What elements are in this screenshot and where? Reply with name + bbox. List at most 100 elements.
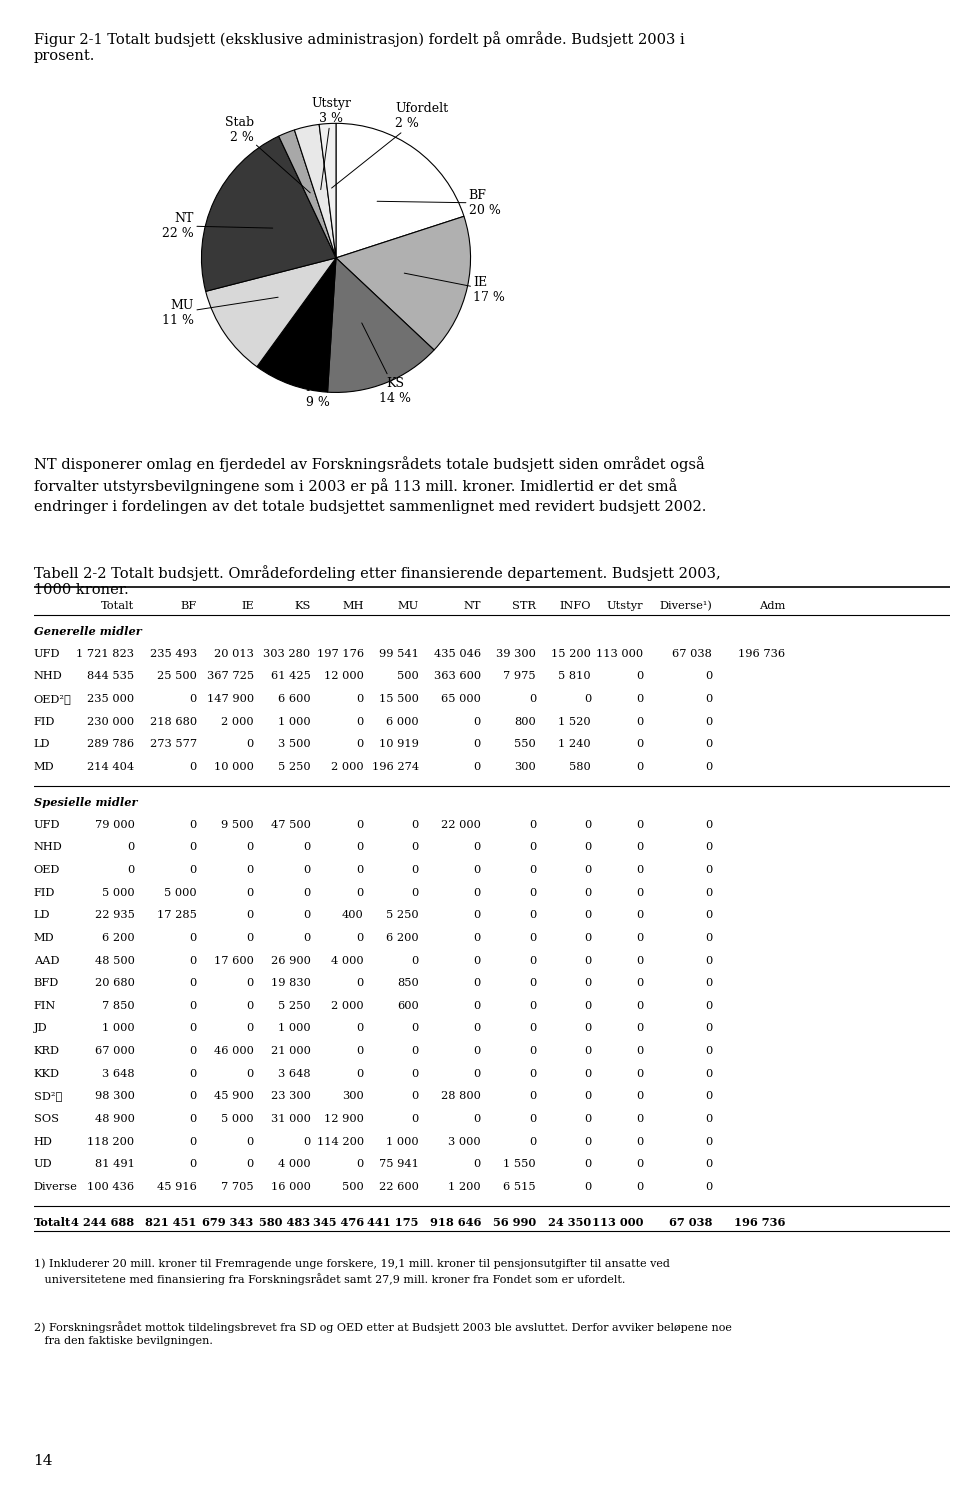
Text: 2 000: 2 000 — [331, 1000, 364, 1011]
Text: 214 404: 214 404 — [87, 762, 134, 771]
Text: 0: 0 — [189, 842, 197, 852]
Wedge shape — [336, 124, 464, 259]
Text: 0: 0 — [303, 910, 310, 921]
Text: 0: 0 — [636, 762, 643, 771]
Text: 0: 0 — [247, 740, 253, 749]
Text: 0: 0 — [705, 955, 712, 966]
Text: 2) Forskningsrådet mottok tildelingsbrevet fra SD og OED etter at Budsjett 2003 : 2) Forskningsrådet mottok tildelingsbrev… — [34, 1322, 732, 1347]
Text: MH: MH — [342, 601, 364, 611]
Text: 0: 0 — [584, 866, 591, 875]
Text: 22 000: 22 000 — [442, 819, 481, 830]
Text: Spesielle midler: Spesielle midler — [34, 797, 137, 807]
Text: Utstyr: Utstyr — [607, 601, 643, 611]
Text: 0: 0 — [303, 933, 310, 943]
Text: 0: 0 — [529, 842, 536, 852]
Text: 0: 0 — [636, 842, 643, 852]
Text: 345 476: 345 476 — [313, 1217, 364, 1227]
Text: 0: 0 — [412, 1114, 419, 1124]
Text: 0: 0 — [189, 1091, 197, 1102]
Text: 0: 0 — [473, 910, 481, 921]
Text: 0: 0 — [705, 1183, 712, 1192]
Text: 65 000: 65 000 — [442, 694, 481, 704]
Text: 0: 0 — [705, 1091, 712, 1102]
Text: LD: LD — [34, 740, 50, 749]
Text: BF
20 %: BF 20 % — [377, 188, 500, 217]
Text: 0: 0 — [636, 1024, 643, 1033]
Text: UFD: UFD — [34, 649, 60, 659]
Text: 0: 0 — [705, 866, 712, 875]
Text: 6 000: 6 000 — [386, 716, 419, 727]
Text: 0: 0 — [303, 866, 310, 875]
Text: 0: 0 — [584, 910, 591, 921]
Text: 3 000: 3 000 — [448, 1136, 481, 1147]
Text: 0: 0 — [584, 933, 591, 943]
Text: 0: 0 — [356, 1069, 364, 1079]
Text: 17 600: 17 600 — [214, 955, 253, 966]
Text: 1 550: 1 550 — [503, 1159, 536, 1169]
Text: 0: 0 — [189, 978, 197, 988]
Text: 0: 0 — [636, 1114, 643, 1124]
Text: BF: BF — [180, 601, 197, 611]
Text: FID: FID — [34, 716, 55, 727]
Text: 580: 580 — [569, 762, 591, 771]
Text: 0: 0 — [636, 1159, 643, 1169]
Text: 48 500: 48 500 — [95, 955, 134, 966]
Text: 0: 0 — [247, 978, 253, 988]
Text: 0: 0 — [529, 694, 536, 704]
Text: 3 648: 3 648 — [102, 1069, 134, 1079]
Text: UD: UD — [34, 1159, 52, 1169]
Text: 22 600: 22 600 — [379, 1183, 419, 1192]
Text: 56 990: 56 990 — [492, 1217, 536, 1227]
Text: 0: 0 — [412, 866, 419, 875]
Text: LD: LD — [34, 910, 50, 921]
Text: 821 451: 821 451 — [145, 1217, 197, 1227]
Text: 14: 14 — [34, 1455, 53, 1468]
Text: 196 274: 196 274 — [372, 762, 419, 771]
Text: 0: 0 — [584, 819, 591, 830]
Text: 0: 0 — [705, 888, 712, 897]
Text: 3 500: 3 500 — [277, 740, 310, 749]
Text: 0: 0 — [356, 842, 364, 852]
Text: 0: 0 — [189, 933, 197, 943]
Text: 0: 0 — [356, 740, 364, 749]
Text: 6 600: 6 600 — [277, 694, 310, 704]
Text: NHD: NHD — [34, 842, 62, 852]
Text: 0: 0 — [473, 762, 481, 771]
Text: KS
14 %: KS 14 % — [362, 323, 412, 405]
Text: 0: 0 — [529, 1000, 536, 1011]
Text: 0: 0 — [529, 1046, 536, 1055]
Text: AAD: AAD — [34, 955, 60, 966]
Text: 12 900: 12 900 — [324, 1114, 364, 1124]
Text: Generelle midler: Generelle midler — [34, 626, 141, 637]
Text: IE: IE — [241, 601, 253, 611]
Text: 31 000: 31 000 — [271, 1114, 310, 1124]
Text: 441 175: 441 175 — [368, 1217, 419, 1227]
Text: 7 850: 7 850 — [102, 1000, 134, 1011]
Text: 0: 0 — [584, 955, 591, 966]
Wedge shape — [327, 259, 434, 392]
Text: 47 500: 47 500 — [271, 819, 310, 830]
Text: 39 300: 39 300 — [496, 649, 536, 659]
Text: 0: 0 — [584, 1114, 591, 1124]
Text: 0: 0 — [529, 1024, 536, 1033]
Text: 2 000: 2 000 — [331, 762, 364, 771]
Text: Diverse¹): Diverse¹) — [660, 601, 712, 611]
Text: 0: 0 — [529, 888, 536, 897]
Text: 21 000: 21 000 — [271, 1046, 310, 1055]
Text: 300: 300 — [515, 762, 536, 771]
Text: 0: 0 — [529, 955, 536, 966]
Wedge shape — [336, 217, 470, 350]
Text: 0: 0 — [189, 1159, 197, 1169]
Text: 45 900: 45 900 — [214, 1091, 253, 1102]
Text: 4 000: 4 000 — [331, 955, 364, 966]
Text: 0: 0 — [529, 978, 536, 988]
Text: 918 646: 918 646 — [430, 1217, 481, 1227]
Text: 16 000: 16 000 — [271, 1183, 310, 1192]
Text: MD: MD — [34, 933, 54, 943]
Text: SD²⧩: SD²⧩ — [34, 1091, 62, 1102]
Text: 0: 0 — [636, 1046, 643, 1055]
Text: 0: 0 — [189, 955, 197, 966]
Text: 197 176: 197 176 — [317, 649, 364, 659]
Text: 7 975: 7 975 — [503, 671, 536, 682]
Text: 0: 0 — [584, 1159, 591, 1169]
